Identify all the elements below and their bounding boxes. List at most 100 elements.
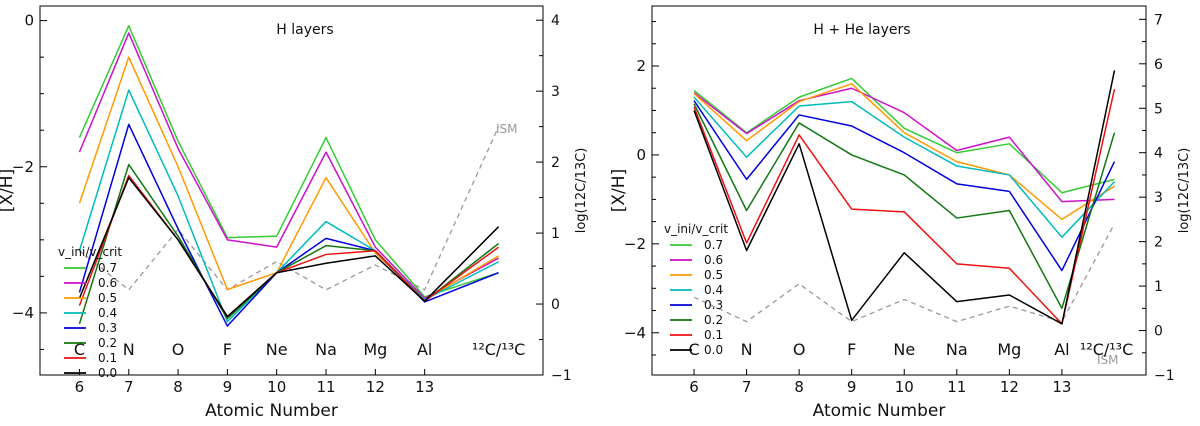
- x-tick-label: 8: [173, 378, 183, 396]
- legend-header: v_ini/v_crit: [664, 222, 728, 236]
- element-label: O: [172, 340, 185, 359]
- x-tick-label: 6: [689, 378, 699, 396]
- y-tick-label: −2: [624, 235, 646, 253]
- element-label: C: [688, 340, 699, 359]
- element-label: O: [793, 340, 806, 359]
- legend-label-0.4: 0.4: [704, 283, 723, 297]
- element-label: Mg: [363, 340, 387, 359]
- legend: v_ini/v_crit 0.70.60.50.40.30.20.10.0: [664, 222, 728, 357]
- element-label: Mg: [997, 340, 1021, 359]
- element-label: F: [223, 340, 232, 359]
- element-label: N: [741, 340, 753, 359]
- legend-label-0.3: 0.3: [98, 321, 117, 335]
- y-tick-label: −4: [12, 304, 34, 322]
- legend-label-0.6: 0.6: [704, 253, 723, 267]
- y-right-tick-label: 0: [1154, 324, 1163, 340]
- y-right-tick-label: 0: [551, 297, 560, 313]
- element-label: F: [847, 340, 856, 359]
- series-line-0.4: [693, 96, 1116, 238]
- legend-label-0.1: 0.1: [98, 351, 117, 365]
- x-tick-label: 12: [1000, 378, 1019, 396]
- y-axis-right-label: log(12C/13C): [1177, 148, 1192, 234]
- y-right-tick-label: 2: [551, 155, 560, 171]
- series-line-0.6: [78, 32, 499, 300]
- y-right-tick-label: 4: [551, 13, 560, 29]
- x-tick-label: 11: [316, 378, 335, 396]
- panel-title: H + He layers: [813, 22, 910, 38]
- x-tick-label: 7: [742, 378, 752, 396]
- plot-frame: [651, 5, 1147, 376]
- x-tick-label: 13: [1052, 378, 1071, 396]
- legend-label-0.2: 0.2: [98, 336, 117, 350]
- series-line-0.3: [693, 100, 1116, 272]
- series-line-0.3: [78, 123, 499, 327]
- y-right-tick-label: 2: [1154, 235, 1163, 251]
- element-label: Na: [315, 340, 337, 359]
- y-right-tick-label: −1: [1154, 368, 1175, 384]
- element-label: C: [74, 340, 85, 359]
- y-right-tick-label: 1: [551, 226, 560, 242]
- element-label: Ne: [266, 340, 288, 359]
- series-line-0.1: [693, 88, 1116, 325]
- y-tick-label: 2: [636, 57, 646, 75]
- legend: v_ini/v_crit 0.70.60.50.40.30.20.10.0: [58, 245, 122, 380]
- x-tick-label: 11: [947, 378, 966, 396]
- x-tick-label: 7: [124, 378, 134, 396]
- legend-label-0.1: 0.1: [704, 328, 723, 342]
- element-label: N: [123, 340, 135, 359]
- x-tick-label: 9: [223, 378, 233, 396]
- y-right-tick-label: −1: [551, 368, 572, 384]
- legend-label-0.4: 0.4: [98, 306, 117, 320]
- ism-line: [693, 223, 1116, 323]
- y-right-tick-label: 5: [1154, 101, 1163, 117]
- legend-label-0.6: 0.6: [98, 276, 117, 290]
- series-line-0.0: [693, 70, 1116, 325]
- series-line-0.7: [78, 24, 499, 298]
- legend-label-0.5: 0.5: [704, 268, 723, 282]
- x-axis-label: Atomic Number: [813, 401, 946, 421]
- element-label: Al: [417, 340, 432, 359]
- legend-label-0.0: 0.0: [98, 366, 117, 380]
- ism-label: ISM: [496, 122, 518, 136]
- element-label: ¹²C/¹³C: [472, 340, 525, 359]
- x-tick-label: 13: [415, 378, 434, 396]
- x-tick-label: 9: [847, 378, 857, 396]
- x-axis-label: Atomic Number: [205, 401, 338, 421]
- y-tick-label: −2: [12, 158, 34, 176]
- legend-label-0.3: 0.3: [704, 298, 723, 312]
- legend-label-0.0: 0.0: [704, 343, 723, 357]
- y-right-tick-label: 3: [551, 84, 560, 100]
- series-line-0.1: [78, 174, 500, 318]
- x-tick-label: 12: [366, 378, 385, 396]
- y-right-tick-label: 7: [1154, 12, 1163, 28]
- y-tick-label: 0: [636, 146, 646, 164]
- y-right-tick-label: 4: [1154, 146, 1163, 162]
- x-tick-label: 10: [267, 378, 286, 396]
- y-right-tick-label: 1: [1154, 279, 1163, 295]
- y-tick-label: 0: [24, 12, 34, 30]
- element-label: Al: [1054, 340, 1069, 359]
- legend-header: v_ini/v_crit: [58, 245, 122, 259]
- legend-label-0.7: 0.7: [98, 261, 117, 275]
- panel-title: H layers: [276, 22, 333, 38]
- element-label: Na: [946, 340, 968, 359]
- legend-label-0.2: 0.2: [704, 313, 723, 327]
- series-line-0.7: [693, 77, 1115, 194]
- element-label: ¹²C/¹³C: [1080, 340, 1133, 359]
- series-line-0.4: [78, 89, 499, 323]
- ism-label: ISM: [1097, 353, 1119, 367]
- series-line-0.6: [693, 87, 1115, 203]
- x-tick-label: 6: [75, 378, 85, 396]
- series-line-0.5: [693, 83, 1115, 221]
- series-line-0.2: [78, 163, 500, 325]
- element-label: Ne: [893, 340, 915, 359]
- y-tick-label: −4: [624, 324, 646, 342]
- series-line-0.0: [78, 176, 500, 318]
- y-axis-right-label: log(12C/13C): [574, 148, 589, 234]
- legend-label-0.7: 0.7: [704, 238, 723, 252]
- x-tick-label: 10: [895, 378, 914, 396]
